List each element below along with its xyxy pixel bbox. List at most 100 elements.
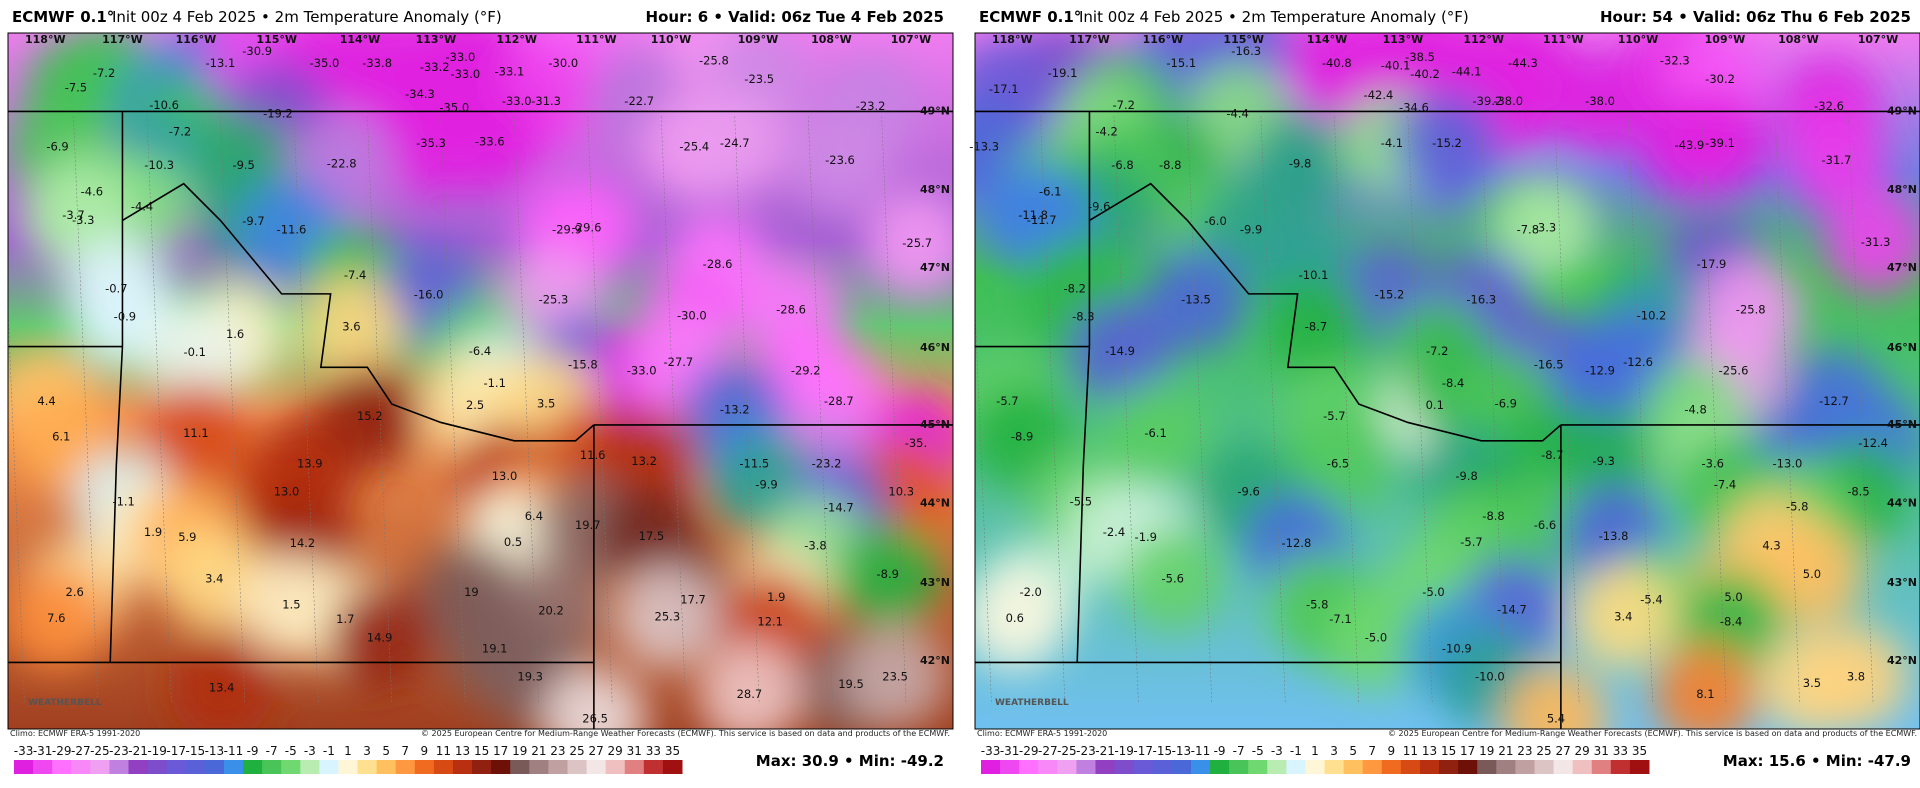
temperature-value: -15.1 — [1166, 56, 1196, 70]
temperature-value: -27.7 — [663, 355, 693, 369]
temperature-value: 13.9 — [297, 457, 323, 471]
colorbar-tick-label: -23 — [109, 744, 129, 758]
latitude-label: 46°N — [1887, 341, 1917, 354]
temperature-value: -16.3 — [1231, 44, 1261, 58]
longitude-label: 116°W — [176, 33, 217, 46]
temperature-value: -23.6 — [825, 153, 855, 167]
latitude-label: 49°N — [1887, 104, 1917, 117]
temperature-value: -12.4 — [1858, 436, 1888, 450]
field-blob — [1668, 91, 1773, 196]
colorbar-tick-label: 23 — [1517, 744, 1532, 758]
state-border — [1076, 346, 1091, 663]
colorbar-swatch — [1591, 760, 1612, 774]
latitude-label: 44°N — [920, 496, 950, 509]
longitude-label: 108°W — [1778, 33, 1819, 46]
colorbar-swatch — [376, 760, 397, 774]
colorbar-tick-label: -13 — [1172, 744, 1192, 758]
temperature-value: -25.4 — [679, 139, 709, 153]
temperature-value: -44.1 — [1452, 65, 1482, 79]
temperature-value: -6.4 — [469, 344, 491, 358]
colorbar-swatch — [1534, 760, 1555, 774]
temperature-value: -6.9 — [46, 139, 68, 153]
temperature-value: -16.5 — [1534, 357, 1564, 371]
colorbar-tick-label: 31 — [1594, 744, 1609, 758]
temperature-value: 4.4 — [37, 394, 55, 408]
colorbar-swatch — [1095, 760, 1116, 774]
colorbar-tick-label: -15 — [186, 744, 206, 758]
colorbar-swatch — [1171, 760, 1192, 774]
temperature-value: 14.9 — [367, 630, 393, 644]
field-blob — [1804, 625, 1908, 729]
colorbar-tick-label: -31 — [33, 744, 53, 758]
colorbar-swatch — [643, 760, 664, 774]
temperature-value: -13.0 — [1773, 457, 1803, 471]
temperature-value: 3.8 — [1847, 670, 1865, 684]
temperature-value: -9.6 — [1088, 199, 1110, 213]
colorbar-tick-label: -5 — [1252, 744, 1264, 758]
colorbar-tick-label: -1 — [323, 744, 335, 758]
temperature-value: -8.7 — [1541, 448, 1563, 462]
temperature-value: -9.9 — [755, 477, 777, 491]
colorbar-swatch — [1610, 760, 1631, 774]
panel-header-model: ECMWF 0.1° — [12, 8, 114, 26]
field-blob — [1492, 175, 1597, 280]
temperature-value: -7.2 — [1113, 98, 1135, 112]
longitude-label: 111°W — [1543, 33, 1584, 46]
colorbar-tick-label: 25 — [569, 744, 584, 758]
temperature-value: -10.6 — [149, 98, 179, 112]
longitude-label: 117°W — [102, 33, 143, 46]
logo: WEATHERBELL — [995, 698, 1069, 708]
temperature-value: -4.2 — [1095, 125, 1117, 139]
colorbar-tick-label: -27 — [1038, 744, 1058, 758]
map-frame — [7, 32, 954, 730]
field-blob — [1823, 190, 1920, 295]
colorbar-swatch — [662, 760, 683, 774]
colorbar-tick-label: -17 — [1133, 744, 1153, 758]
colorbar-tick-label: 3 — [1330, 744, 1338, 758]
longitude-label: 117°W — [1069, 33, 1110, 46]
longitude-label: 107°W — [891, 33, 932, 46]
panel-header-info: Init 00z 4 Feb 2025 • 2m Temperature Ano… — [112, 8, 502, 26]
temperature-value: -12.6 — [1623, 355, 1653, 369]
map-area — [975, 33, 1920, 729]
colorbar-tick-label: 19 — [512, 744, 527, 758]
temperature-value: -7.4 — [1714, 477, 1736, 491]
colorbar-tick-label: 11 — [1403, 744, 1418, 758]
colorbar-tick-label: -11 — [224, 744, 244, 758]
temperature-value: -35.0 — [439, 100, 469, 114]
field-blob — [1504, 666, 1608, 729]
temperature-value: 11.6 — [580, 448, 606, 462]
temperature-value: 19 — [464, 585, 479, 599]
colorbar-swatch — [1572, 760, 1593, 774]
temperature-value: -23.2 — [856, 99, 886, 113]
colorbar-tick-label: 7 — [1368, 744, 1376, 758]
longitude-label: 112°W — [496, 33, 537, 46]
panel-header-valid: Hour: 54 • Valid: 06z Thu 6 Feb 2025 — [1600, 8, 1911, 26]
temperature-value: 19.7 — [575, 518, 601, 532]
temperature-value: -33.6 — [475, 135, 505, 149]
temperature-value: -11.7 — [1027, 213, 1057, 227]
temperature-value: -9.8 — [1289, 157, 1311, 171]
latitude-label: 45°N — [920, 418, 950, 431]
colorbar-swatch — [1210, 760, 1230, 774]
temperature-value: 7.6 — [47, 611, 65, 625]
temperature-value: -38.0 — [1585, 94, 1615, 108]
temperature-value: -14.9 — [1105, 344, 1135, 358]
temperature-value: -10.9 — [1442, 641, 1472, 655]
temperature-value: -43.9 — [1675, 138, 1705, 152]
climo-note: Climo: ECMWF ERA-5 1991-2020 — [977, 729, 1107, 738]
temperature-value: -6.5 — [1327, 457, 1349, 471]
temperature-value: 3.5 — [1803, 676, 1821, 690]
temperature-value: -42.4 — [1364, 88, 1394, 102]
longitude-label: 109°W — [1705, 33, 1746, 46]
colorbar-swatch — [605, 760, 626, 774]
temperature-value: -31.3 — [531, 94, 561, 108]
colorbar-swatch — [624, 760, 645, 774]
temperature-value: -9.6 — [1237, 485, 1259, 499]
temperature-value: -23.5 — [744, 72, 774, 86]
temperature-value: -39.2 — [1473, 94, 1503, 108]
climo-note: Climo: ECMWF ERA-5 1991-2020 — [10, 729, 140, 738]
colorbar-tick-label: 15 — [474, 744, 489, 758]
copyright-note: © 2025 European Centre for Medium-Range … — [421, 729, 950, 738]
